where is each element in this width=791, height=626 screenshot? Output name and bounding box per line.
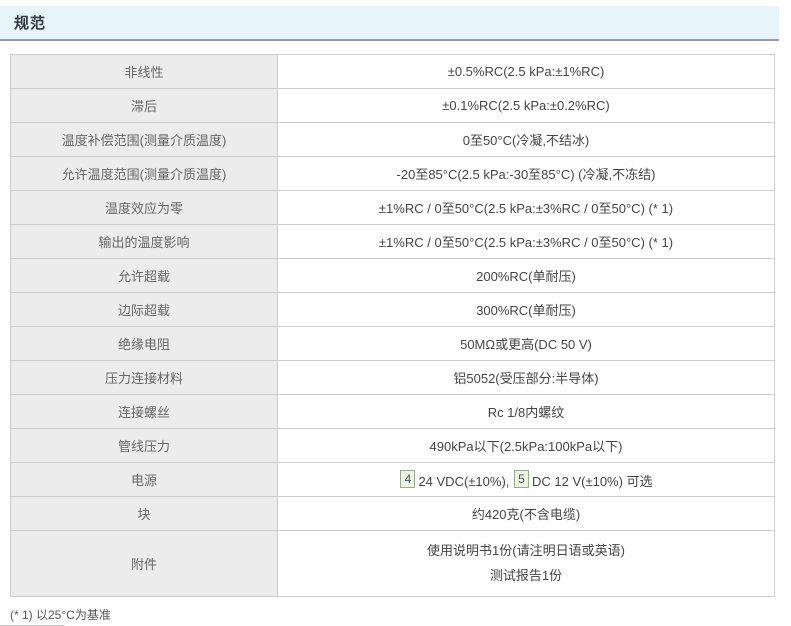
spec-value: 300%RC(单耐压) [277,292,775,327]
spec-table: 非线性 ±0.5%RC(2.5 kPa:±1%RC) 滞后 ±0.1%RC(2.… [10,54,775,597]
table-row: 温度补偿范围(测量介质温度) 0至50°C(冷凝,不结冰) [10,122,775,157]
spec-label: 附件 [10,530,278,597]
spec-label: 温度效应为零 [10,190,278,225]
table-row: 压力连接材料 铝5052(受压部分:半导体) [10,360,775,395]
spec-value-accessories: 使用说明书1份(请注明日语或英语) 测试报告1份 [277,530,775,597]
table-row: 允许温度范围(测量介质温度) -20至85°C(2.5 kPa:-30至85°C… [10,156,775,191]
spec-value: ±0.1%RC(2.5 kPa:±0.2%RC) [277,88,775,123]
table-row-power: 电源 4 24 VDC(±10%), 5 DC 12 V(±10%) 可选 [10,462,775,497]
spec-label: 压力连接材料 [10,360,278,395]
spec-value: ±1%RC / 0至50°C(2.5 kPa:±3%RC / 0至50°C) (… [277,224,775,259]
spec-label: 允许温度范围(测量介质温度) [10,156,278,191]
table-row: 绝缘电阻 50MΩ或更高(DC 50 V) [10,326,775,361]
spec-label: 连接螺丝 [10,394,278,429]
power-text-1: 24 VDC(±10%), [418,473,513,489]
table-row: 允许超载 200%RC(单耐压) [10,258,775,293]
spec-label: 边际超载 [10,292,278,327]
spec-value: 0至50°C(冷凝,不结冰) [277,122,775,157]
section-header: 规范 [0,6,779,41]
table-row: 管线压力 490kPa以下(2.5kPa:100kPa以下) [10,428,775,463]
page-title: 规范 [14,15,47,32]
option-4-badge: 4 [400,469,416,488]
table-row: 非线性 ±0.5%RC(2.5 kPa:±1%RC) [10,54,775,89]
spec-value: 铝5052(受压部分:半导体) [277,360,775,395]
table-row: 连接螺丝 Rc 1/8内螺纹 [10,394,775,429]
spec-value: ±1%RC / 0至50°C(2.5 kPa:±3%RC / 0至50°C) (… [277,190,775,225]
spec-label: 绝缘电阻 [10,326,278,361]
spec-value: ±0.5%RC(2.5 kPa:±1%RC) [277,54,775,89]
power-text-2: DC 12 V(±10%) 可选 [532,473,653,489]
spec-label: 管线压力 [10,428,278,463]
table-row: 块 约420克(不含电缆) [10,496,775,531]
spec-value: 50MΩ或更高(DC 50 V) [277,326,775,361]
spec-value: 约420克(不含电缆) [277,496,775,531]
spec-label: 电源 [10,462,278,497]
table-row: 滞后 ±0.1%RC(2.5 kPa:±0.2%RC) [10,88,775,123]
spec-value: Rc 1/8内螺纹 [277,394,775,429]
spec-value-power: 4 24 VDC(±10%), 5 DC 12 V(±10%) 可选 [277,462,775,497]
accessories-line-1: 使用说明书1份(请注明日语或英语) [427,542,625,558]
option-5-badge: 5 [514,469,529,488]
table-row: 温度效应为零 ±1%RC / 0至50°C(2.5 kPa:±3%RC / 0至… [10,190,775,225]
accessories-line-2: 测试报告1份 [489,567,563,583]
footnote: (* 1) 以25°C为基准 [10,608,111,622]
spec-value: -20至85°C(2.5 kPa:-30至85°C) (冷凝,不冻结) [277,156,775,191]
spec-label: 输出的温度影响 [10,224,278,259]
spec-value: 200%RC(单耐压) [277,258,775,293]
table-row: 边际超载 300%RC(单耐压) [10,292,775,327]
table-row-accessories: 附件 使用说明书1份(请注明日语或英语) 测试报告1份 [10,530,775,597]
spec-label: 滞后 [10,88,278,123]
spec-label: 温度补偿范围(测量介质温度) [10,122,278,157]
spec-label: 块 [10,496,278,531]
table-row: 输出的温度影响 ±1%RC / 0至50°C(2.5 kPa:±3%RC / 0… [10,224,775,259]
spec-value: 490kPa以下(2.5kPa:100kPa以下) [277,428,775,463]
spec-label: 允许超载 [10,258,278,293]
spec-label: 非线性 [10,54,278,89]
